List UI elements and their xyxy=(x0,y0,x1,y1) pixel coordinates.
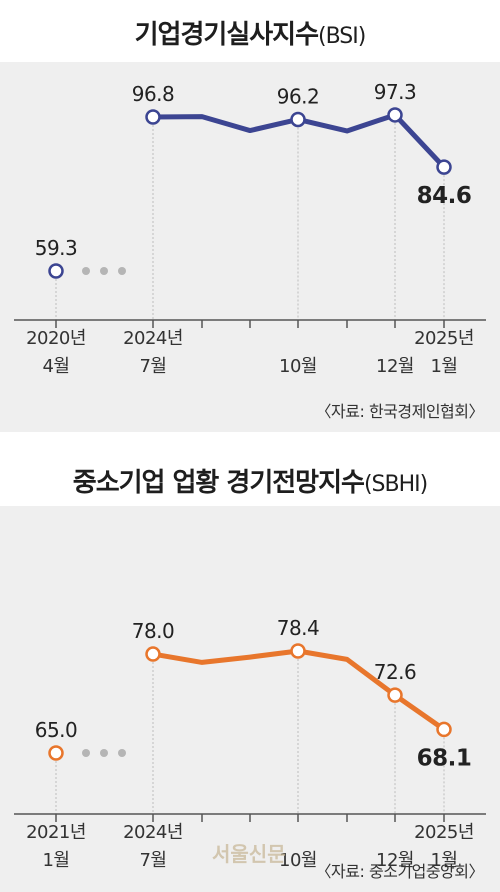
bsi-chart: 59.3 96.8 96.2 97.3 84.6 2020년 4월 2024년 7월 10월 12월… xyxy=(14,80,486,377)
data-point-marker xyxy=(436,721,452,738)
data-point-marker xyxy=(48,745,64,761)
data-point-marker xyxy=(290,643,306,659)
break-dot xyxy=(118,267,126,275)
break-dot xyxy=(118,749,126,757)
x-tick-label-month: 7월 xyxy=(139,850,166,871)
x-tick-label-month: 1월 xyxy=(42,850,69,871)
sbhi-source: 〈자료: 중소기업중앙회〉 xyxy=(315,862,485,881)
bsi-title-abbr: (BSI) xyxy=(318,24,366,49)
x-tick-label-month: 12월 xyxy=(376,356,414,377)
sbhi-panel: 중소기업 업황 경기전망지수(SBHI) 65.0 78.0 78.4 72.6 68.… xyxy=(0,440,500,892)
x-tick-label-month: 1월 xyxy=(430,850,457,871)
data-label: 96.2 xyxy=(277,84,320,108)
x-tick-label-year: 2020년 xyxy=(26,328,86,349)
data-point-marker xyxy=(145,646,161,662)
data-label: 65.0 xyxy=(35,718,78,742)
data-label: 78.0 xyxy=(132,619,175,643)
x-tick-label-year: 2025년 xyxy=(414,822,474,843)
bsi-title-text: 기업경기실사지수 xyxy=(134,20,319,50)
break-dot xyxy=(82,749,90,757)
x-tick-label-month: 1월 xyxy=(430,356,457,377)
data-label: 68.1 xyxy=(417,745,472,771)
x-tick-label-month: 10월 xyxy=(279,850,317,871)
data-label: 78.4 xyxy=(277,616,320,640)
bsi-source: 〈자료: 한국경제인협회〉 xyxy=(315,402,485,421)
x-tick-label-month: 4월 xyxy=(42,356,69,377)
break-dot xyxy=(82,267,90,275)
sbhi-chart: 65.0 78.0 78.4 72.6 68.1 2021년 1월 2024년 7월 10월 12월… xyxy=(14,616,486,871)
sbhi-title-text: 중소기업 업황 경기전망지수 xyxy=(72,468,365,498)
sbhi-title: 중소기업 업황 경기전망지수(SBHI) xyxy=(0,462,500,499)
data-label: 72.6 xyxy=(374,660,417,684)
data-point-marker xyxy=(387,687,403,703)
break-dot xyxy=(100,749,108,757)
bsi-plot-area: 59.3 96.8 96.2 97.3 84.6 2020년 4월 2024년 7월 10월 12월… xyxy=(0,62,500,432)
data-label: 96.8 xyxy=(132,82,175,106)
x-tick-label-month: 7월 xyxy=(139,356,166,377)
sbhi-title-abbr: (SBHI) xyxy=(363,472,428,497)
x-tick-label-month: 12월 xyxy=(376,850,414,871)
watermark-logo: 서울신문 xyxy=(212,842,286,866)
data-label: 59.3 xyxy=(35,236,78,260)
bsi-panel: 기업경기실사지수(BSI) 59.3 96.8 96.2 97.3 84.6 2020년 4… xyxy=(0,0,500,432)
data-point-marker xyxy=(48,263,64,279)
x-tick-label-month: 10월 xyxy=(279,356,317,377)
data-point-marker xyxy=(290,111,306,128)
x-tick-label-year: 2024년 xyxy=(123,822,183,843)
x-tick-label-year: 2025년 xyxy=(414,328,474,349)
data-label: 97.3 xyxy=(374,80,417,104)
x-tick-label-year: 2021년 xyxy=(26,822,86,843)
data-label: 84.6 xyxy=(417,183,472,209)
x-tick-label-year: 2024년 xyxy=(123,328,183,349)
bsi-title: 기업경기실사지수(BSI) xyxy=(0,14,500,51)
break-dot xyxy=(100,267,108,275)
data-point-marker xyxy=(145,109,161,125)
data-point-marker xyxy=(387,107,403,123)
sbhi-plot-area: 65.0 78.0 78.4 72.6 68.1 2021년 1월 2024년 7월 10월 12월… xyxy=(0,506,500,892)
data-point-marker xyxy=(436,159,452,175)
